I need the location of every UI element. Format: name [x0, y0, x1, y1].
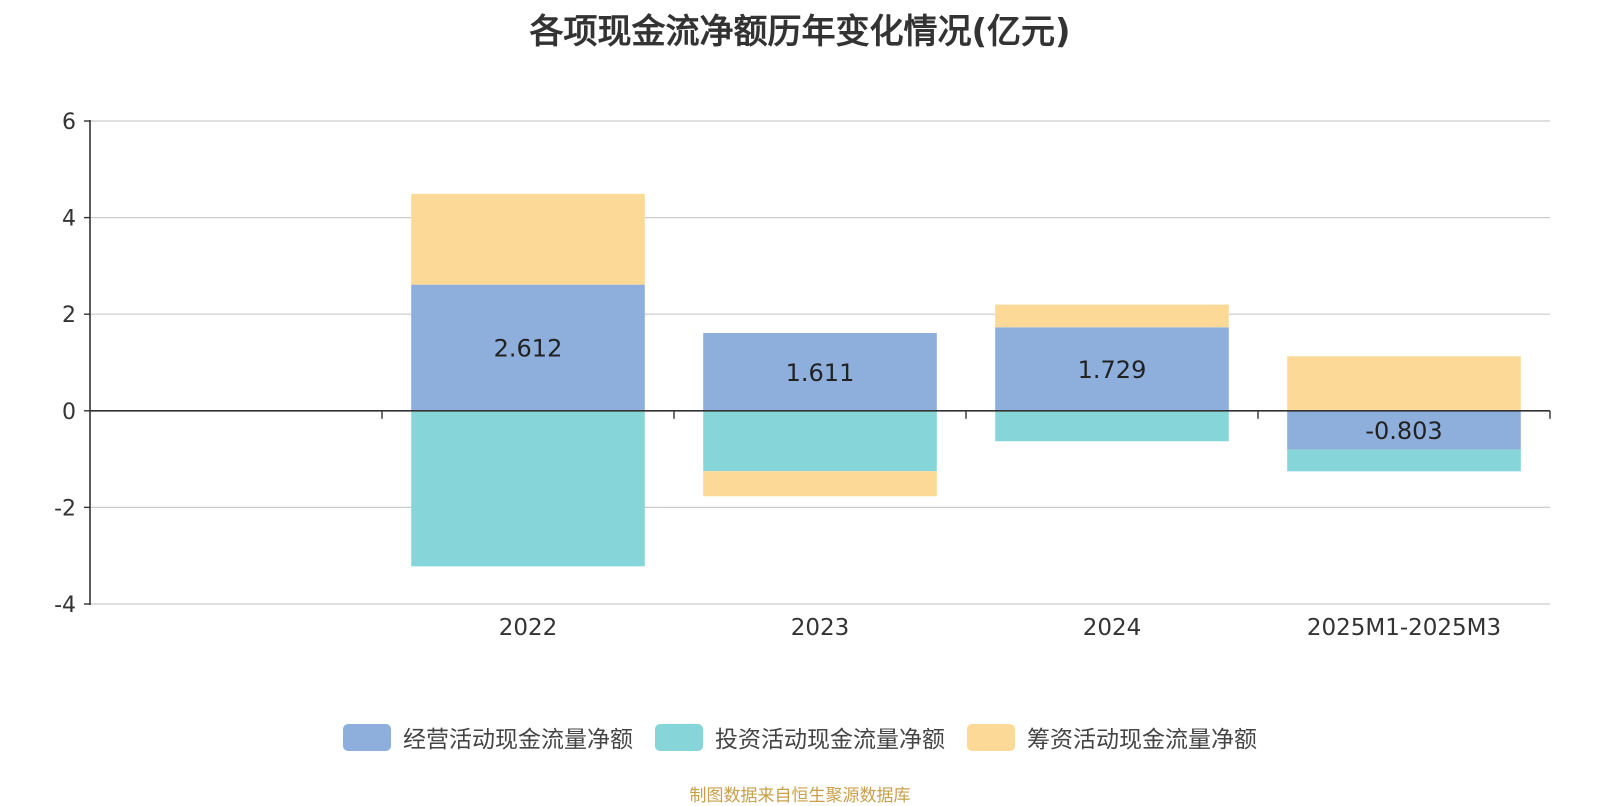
bar-0-4 — [1287, 410, 1521, 450]
bar-2-2 — [703, 471, 937, 497]
legend-swatch-0 — [343, 723, 391, 751]
legend-label-1: 投资活动现金流量净额 — [715, 727, 945, 753]
source-footer: 制图数据来自恒生聚源数据库 — [689, 786, 911, 806]
bar-layer — [411, 193, 1521, 567]
legend-item-0[interactable]: 经营活动现金流量净额 — [343, 720, 633, 754]
data-label-0-3: 1.729 — [1078, 356, 1147, 384]
bar-1-2 — [703, 410, 937, 472]
y-tick-label-2: 2 — [62, 303, 76, 328]
bar-0-2 — [703, 332, 937, 411]
bar-2-4 — [1287, 356, 1521, 411]
label-layer: 2.612 1.611 1.729 -0.803 — [494, 335, 1443, 445]
bar-1-3 — [995, 410, 1229, 442]
legend-item-2[interactable]: 筹资活动现金流量净额 — [967, 720, 1257, 754]
y-tick-label-3: 0 — [62, 400, 76, 425]
axis-layer: 6 4 2 0 -2 -4 2022 2023 2024 2025M1-2025M3 — [54, 110, 1551, 641]
y-tick-label-5: -4 — [54, 593, 76, 618]
legend-swatch-2 — [967, 723, 1015, 751]
legend-swatch-1 — [655, 723, 703, 751]
legend-label-2: 筹资活动现金流量净额 — [1027, 727, 1257, 753]
grid-layer — [90, 120, 1550, 605]
y-tick-label-4: -2 — [54, 496, 76, 521]
bar-0-3 — [995, 327, 1229, 411]
bar-2-1 — [411, 193, 645, 285]
x-tick-label-4: 2025M1-2025M3 — [1307, 615, 1501, 641]
legend-label-0: 经营活动现金流量净额 — [403, 727, 633, 753]
legend: 经营活动现金流量净额 投资活动现金流量净额 筹资活动现金流量净额 — [0, 720, 1600, 754]
x-tick-label-2: 2023 — [791, 615, 850, 641]
bar-1-1 — [411, 410, 645, 567]
y-tick-label-0: 6 — [62, 110, 76, 135]
chart-title: 各项现金流净额历年变化情况(亿元) — [529, 12, 1071, 52]
data-label-0-4: -0.803 — [1365, 417, 1442, 445]
bar-1-4 — [1287, 449, 1521, 472]
data-label-0-2: 1.611 — [786, 359, 855, 387]
legend-item-1[interactable]: 投资活动现金流量净额 — [655, 720, 945, 754]
bar-2-3 — [995, 304, 1229, 328]
data-label-0-1: 2.612 — [494, 335, 563, 363]
x-tick-label-1: 2022 — [499, 615, 558, 641]
y-tick-label-1: 4 — [62, 207, 76, 232]
bar-0-1 — [411, 284, 645, 411]
x-tick-label-3: 2024 — [1083, 615, 1142, 641]
